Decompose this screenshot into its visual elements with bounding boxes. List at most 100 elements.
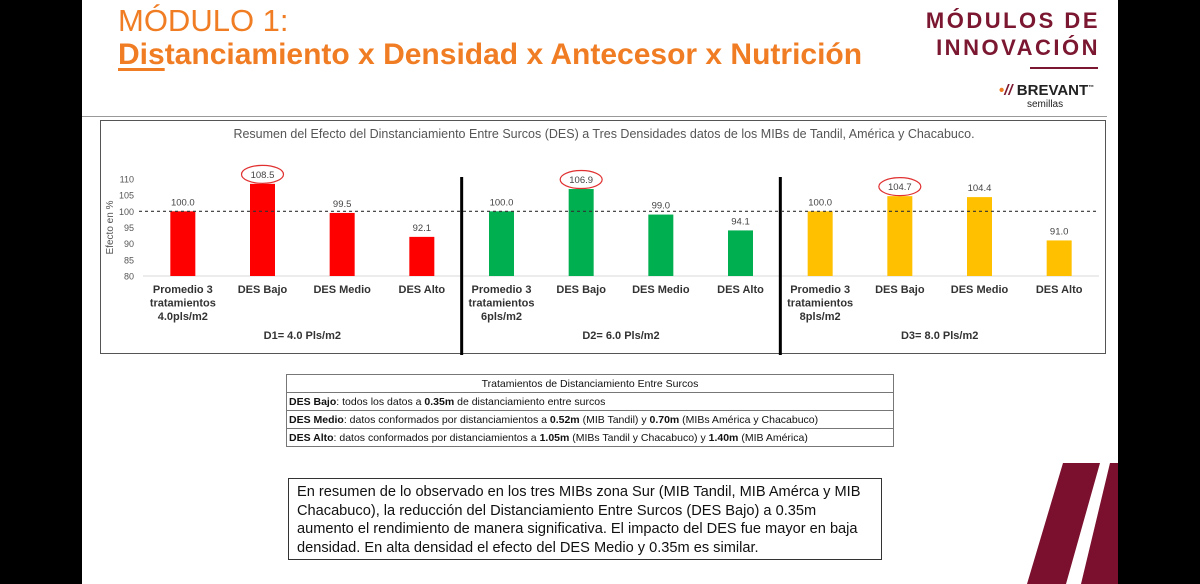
data-label: 106.9 — [569, 175, 593, 186]
bar — [409, 236, 435, 276]
category-label: DES Alto — [1036, 284, 1083, 296]
row-bold-text: DES Bajo — [289, 395, 337, 408]
row-bold-text: 0.35m — [424, 395, 455, 408]
category-label: DES Medio — [313, 284, 371, 296]
brevant-logo: •// BREVANT™ — [999, 82, 1094, 99]
category-label: 6pls/m2 — [481, 311, 522, 323]
data-label: 108.5 — [251, 170, 275, 181]
decorative-stripes — [1027, 463, 1118, 584]
row-text: de distanciamiento entre surcos — [454, 395, 606, 408]
bar — [250, 183, 275, 276]
row-text: (MIB Tandil) y — [579, 413, 650, 426]
data-label: 100.0 — [171, 197, 195, 208]
row-bold-text: DES Medio — [289, 413, 344, 426]
module-title: MÓDULO 1: — [118, 3, 289, 38]
y-tick-label: 80 — [124, 272, 134, 282]
logo-line1: MÓDULOS DE — [925, 8, 1100, 33]
category-label: DES Bajo — [875, 284, 925, 296]
stripe-2 — [1081, 463, 1118, 584]
brevant-brand: BREVANT — [1016, 82, 1089, 99]
brevant-sub: semillas — [1027, 99, 1064, 110]
highlight-ellipse — [878, 177, 922, 197]
row-bold-text: 0.52m — [549, 413, 580, 426]
header-divider — [82, 116, 1107, 117]
highlight-ellipse — [240, 164, 285, 184]
y-tick-label: 90 — [124, 239, 134, 249]
stripe-1 — [1027, 463, 1100, 584]
group-label: D1= 4.0 Pls/m2 — [264, 330, 341, 342]
bar — [648, 214, 674, 276]
category-label: tratamientos — [468, 298, 534, 310]
row-text: (MIBs Tandil y Chacabuco) y — [569, 431, 709, 444]
module-subtitle: Distanciamiento x Densidad x Antecesor x… — [118, 38, 862, 72]
category-label: DES Medio — [632, 284, 690, 296]
group-label: D3= 8.0 Pls/m2 — [901, 330, 978, 342]
category-label: 8pls/m2 — [800, 311, 841, 323]
category-label: Promedio 3 — [153, 284, 213, 296]
bar — [489, 211, 514, 276]
logo-divider — [1030, 67, 1098, 69]
category-label: Promedio 3 — [790, 284, 850, 296]
bar — [1046, 240, 1072, 276]
brevant-dot-icon: • — [999, 82, 1005, 99]
y-tick-label: 85 — [124, 255, 134, 265]
bar — [568, 189, 594, 276]
table-header: Tratamientos de Distanciamiento Entre Su… — [286, 374, 894, 393]
highlight-ellipse — [559, 169, 603, 190]
row-text: : todos los datos a — [336, 395, 425, 408]
row-text: : datos conformados por distanciamientos… — [343, 413, 550, 426]
logo-line2: INNOVACIÓN — [936, 35, 1100, 60]
chart: Resumen del Efecto del Dinstanciamiento … — [100, 120, 1106, 355]
category-label: DES Alto — [717, 284, 764, 296]
bar — [967, 197, 992, 276]
table-row: DES Alto: datos conformados por distanci… — [286, 428, 894, 447]
data-label: 94.1 — [731, 216, 750, 227]
row-text: (MIB América) — [738, 431, 808, 444]
row-text: (MIBs América y Chacabuco) — [679, 413, 819, 426]
data-label: 100.0 — [490, 197, 514, 208]
category-label: DES Alto — [399, 284, 446, 296]
bar — [807, 211, 833, 276]
data-label: 92.1 — [413, 223, 432, 234]
category-label: Promedio 3 — [472, 284, 532, 296]
data-label: 104.7 — [888, 182, 912, 193]
row-bold-text: 1.40m — [708, 431, 739, 444]
y-axis-label: Efecto en % — [105, 200, 116, 254]
category-label: tratamientos — [787, 298, 853, 310]
data-label: 91.0 — [1050, 226, 1069, 237]
bar — [728, 230, 753, 276]
y-tick-label: 105 — [119, 191, 134, 201]
category-label: DES Bajo — [238, 284, 288, 296]
chart-title: Resumen del Efecto del Dinstanciamiento … — [233, 127, 974, 141]
summary-box: En resumen de lo observado en los tres M… — [288, 478, 882, 560]
bar — [887, 196, 913, 276]
row-bold-text: 0.70m — [649, 413, 680, 426]
y-tick-label: 100 — [119, 207, 134, 217]
treatments-table: Tratamientos de Distanciamiento Entre Su… — [286, 374, 894, 447]
data-label: 100.0 — [808, 197, 832, 208]
brevant-slash-icon: // — [1004, 82, 1013, 99]
category-label: tratamientos — [150, 298, 216, 310]
table-row: DES Medio: datos conformados por distanc… — [286, 410, 894, 429]
subtitle-rest: tanciamiento x Densidad x Antecesor x Nu… — [164, 38, 863, 71]
row-text: : datos conformados por distanciamientos… — [333, 431, 540, 444]
category-label: 4.0pls/m2 — [158, 311, 208, 323]
category-label: DES Medio — [951, 284, 1009, 296]
row-bold-text: DES Alto — [289, 431, 334, 444]
bar — [170, 211, 196, 276]
category-label: DES Bajo — [556, 284, 606, 296]
y-tick-label: 95 — [124, 223, 134, 233]
row-bold-text: 1.05m — [539, 431, 570, 444]
y-tick-label: 110 — [120, 175, 134, 185]
slide: MÓDULO 1: Distanciamiento x Densidad x A… — [82, 0, 1118, 584]
data-label: 99.5 — [333, 199, 352, 210]
modulos-logo: MÓDULOS DE INNOVACIÓN — [926, 7, 1100, 61]
data-label: 104.4 — [968, 183, 992, 194]
subtitle-underlined: Dis — [118, 38, 165, 71]
group-label: D2= 6.0 Pls/m2 — [582, 330, 659, 342]
table-row: DES Bajo: todos los datos a 0.35m de dis… — [286, 392, 894, 411]
data-label: 99.0 — [652, 201, 671, 212]
bar — [329, 212, 355, 276]
brevant-tm: ™ — [1088, 85, 1095, 91]
chart-svg: Resumen del Efecto del Dinstanciamiento … — [105, 127, 1099, 355]
